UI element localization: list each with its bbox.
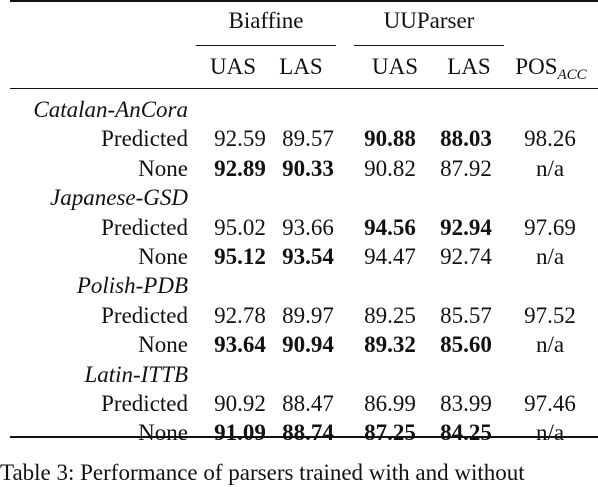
table-cell: 94.56 — [364, 214, 416, 240]
section-label: Polish-PDB — [76, 273, 188, 299]
row-label: None — [138, 420, 188, 446]
table-cell: n/a — [535, 244, 565, 269]
table-cell: 94.47 — [364, 244, 416, 269]
table-cell: 87.25 — [364, 420, 416, 446]
uuparser-underline — [354, 45, 504, 46]
table-cell: 91.09 — [214, 420, 266, 446]
table-cell: n/a — [535, 420, 565, 446]
table-cell: 90.33 — [282, 155, 334, 181]
results-table: Biaffine UUParser UAS LAS UAS LAS POSACC… — [10, 0, 598, 445]
table-cell: 97.69 — [524, 214, 576, 240]
table-cell: 90.82 — [364, 155, 416, 181]
section-label: Japanese-GSD — [50, 185, 188, 211]
header-uuparser-uas: UAS — [371, 54, 418, 79]
table-cell: 92.89 — [214, 155, 266, 181]
table-cell: 97.52 — [524, 302, 576, 328]
table-cell: 89.32 — [364, 332, 416, 358]
group-header-uuparser: UUParser — [383, 8, 475, 33]
top-rule — [10, 0, 598, 2]
table-cell: n/a — [535, 332, 565, 358]
biaffine-underline — [196, 45, 336, 46]
row-label: None — [138, 332, 188, 358]
section-label: Latin-ITTB — [84, 361, 188, 387]
bottom-rule — [10, 436, 598, 438]
row-label: None — [138, 244, 188, 269]
header-biaffine-las: LAS — [279, 54, 323, 79]
table-cell: 85.57 — [440, 302, 492, 328]
table-cell: 83.99 — [440, 391, 492, 416]
row-label: Predicted — [101, 391, 188, 416]
table-cell: 98.26 — [524, 126, 576, 152]
header-pos-accuracy: POSACC — [504, 53, 598, 84]
table-cell: 85.60 — [440, 332, 492, 358]
table-cell: 93.54 — [282, 244, 334, 269]
table-cell: 88.03 — [440, 126, 492, 152]
pos-header-subscript: ACC — [557, 67, 587, 83]
table-caption: Table 3: Performance of parsers trained … — [0, 460, 525, 485]
section-label: Catalan-AnCora — [33, 97, 188, 122]
table-cell: 84.25 — [440, 420, 492, 446]
table-cell: 92.59 — [214, 126, 266, 152]
row-label: Predicted — [101, 302, 188, 328]
table-cell: 88.74 — [282, 420, 334, 446]
table-cell: 89.57 — [282, 126, 334, 152]
table-cell: 92.94 — [440, 214, 492, 240]
table-cell: 93.66 — [282, 214, 334, 240]
table-cell: 95.02 — [214, 214, 266, 240]
table-cell: 90.94 — [282, 332, 334, 358]
table-cell: 89.97 — [282, 302, 334, 328]
table-cell: 88.47 — [282, 391, 334, 416]
row-label: None — [138, 155, 188, 181]
table-cell: 89.25 — [364, 302, 416, 328]
header-uuparser-las: LAS — [447, 54, 491, 79]
table-cell: n/a — [535, 155, 565, 181]
group-header-biaffine: Biaffine — [228, 8, 304, 33]
table-cell: 92.74 — [440, 244, 492, 269]
table-cell: 93.64 — [214, 332, 266, 358]
row-label: Predicted — [101, 214, 188, 240]
pos-header-base: POS — [515, 54, 558, 79]
table-cell: 86.99 — [364, 391, 416, 416]
table-cell: 90.92 — [214, 391, 266, 416]
row-label: Predicted — [101, 126, 188, 152]
header-rule — [10, 88, 598, 89]
table-cell: 97.46 — [524, 391, 576, 416]
header-biaffine-uas: UAS — [209, 54, 256, 79]
table-cell: 92.78 — [214, 302, 266, 328]
table-cell: 87.92 — [440, 155, 492, 181]
table-cell: 95.12 — [214, 244, 266, 269]
table-cell: 90.88 — [364, 126, 416, 152]
